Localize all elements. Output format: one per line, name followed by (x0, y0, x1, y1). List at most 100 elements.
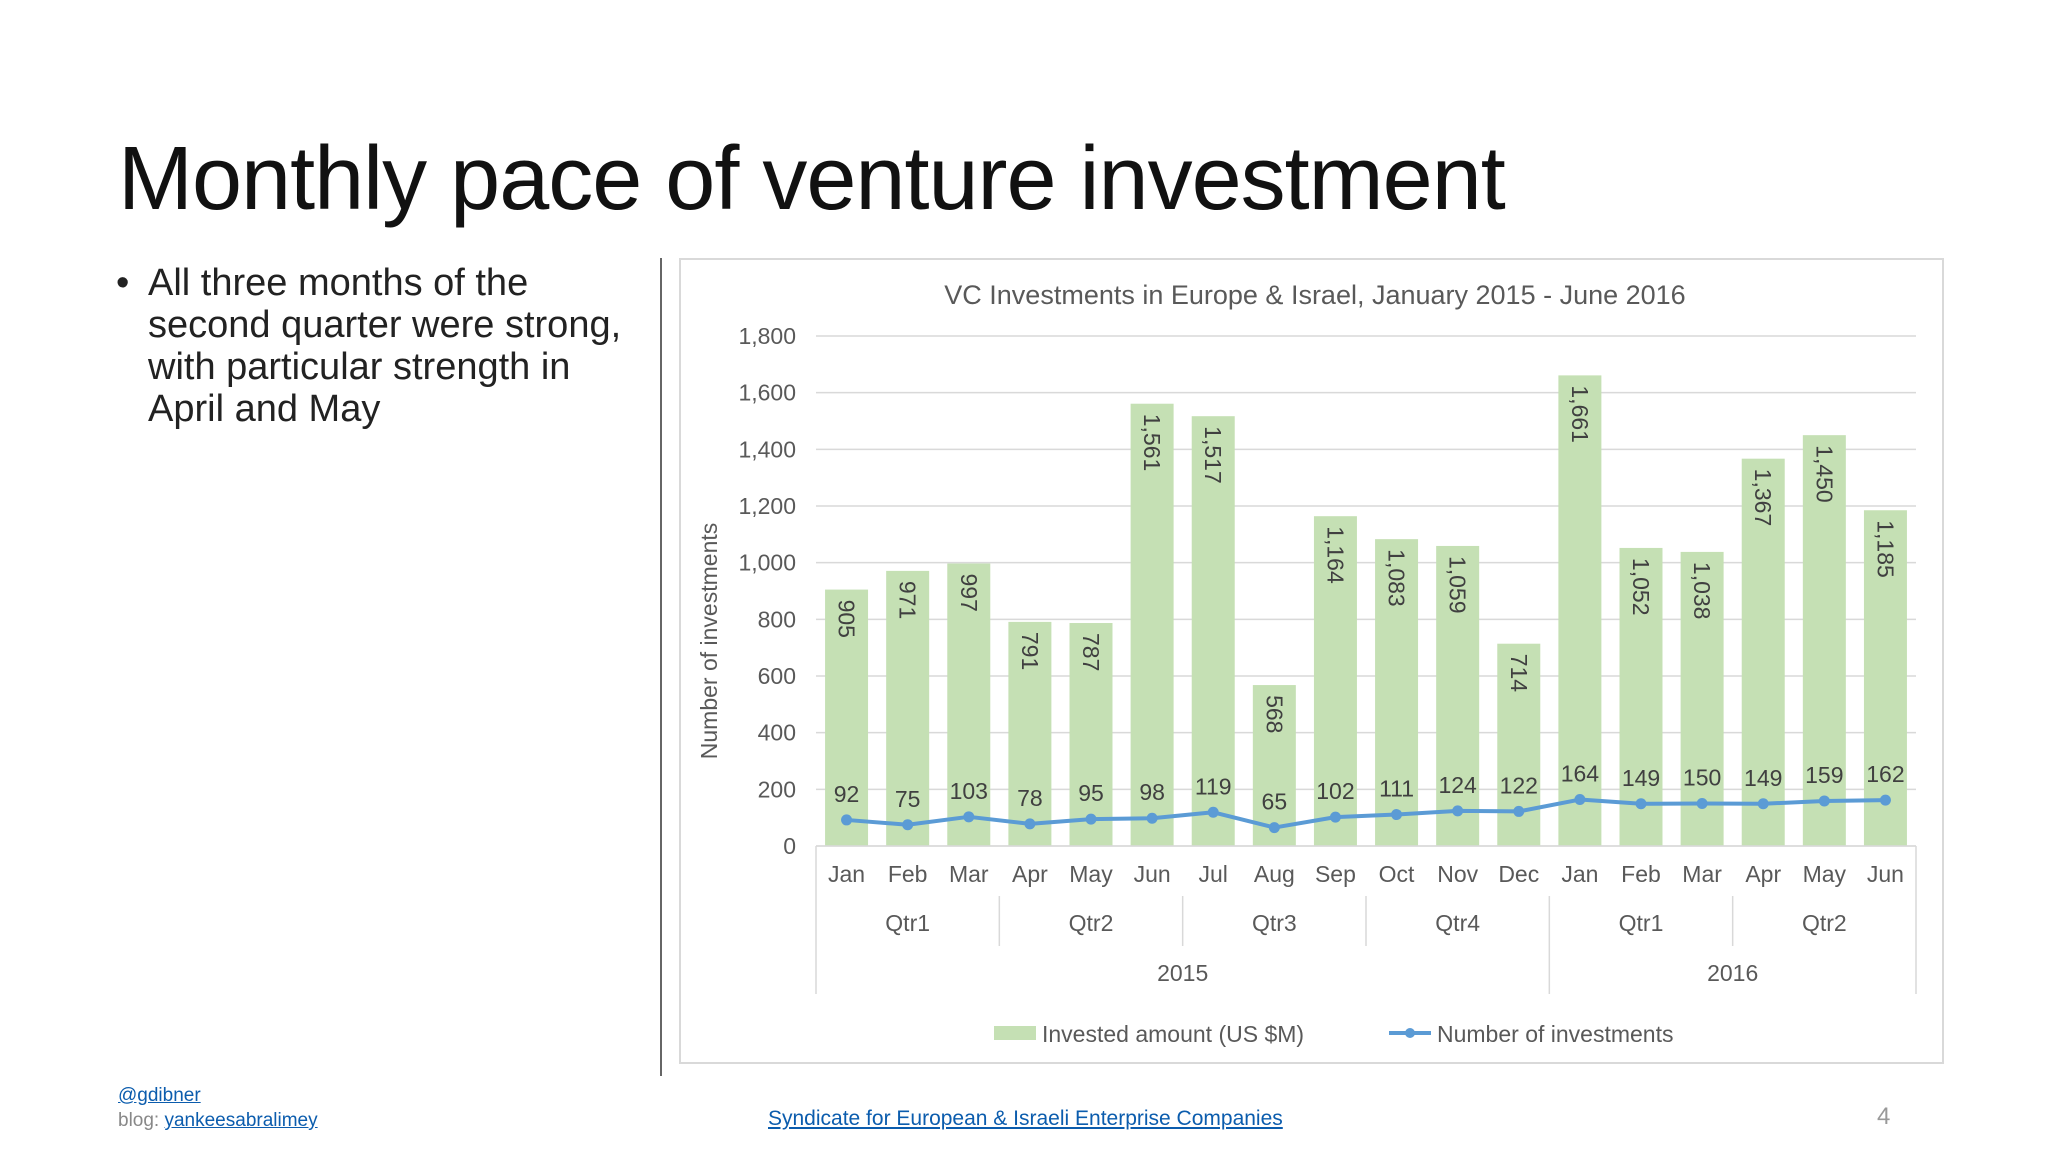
legend-bar-label: Invested amount (US $M) (1042, 1021, 1304, 1047)
y-tick-label: 600 (758, 663, 796, 689)
y-tick-label: 1,600 (738, 380, 796, 406)
quarter-label: Qtr3 (1252, 910, 1297, 936)
bar-data-label: 1,059 (1445, 556, 1471, 614)
bar (1130, 403, 1174, 846)
x-tick-label: Dec (1498, 861, 1539, 887)
y-tick-label: 800 (758, 606, 796, 632)
line-point (1146, 812, 1158, 824)
y-tick-label: 0 (783, 833, 796, 859)
line-point (1757, 798, 1769, 810)
twitter-handle-link[interactable]: @gdibner (118, 1085, 201, 1106)
blog-link[interactable]: yankeesabralimey (164, 1110, 318, 1131)
legend-line-label: Number of investments (1437, 1021, 1673, 1047)
x-tick-label: Jan (828, 861, 865, 887)
line-data-label: 122 (1500, 772, 1538, 798)
legend-line-marker (1405, 1028, 1415, 1038)
x-tick-label: Nov (1437, 861, 1478, 887)
bar (1741, 458, 1785, 846)
bar (1680, 551, 1724, 846)
bar-data-label: 1,164 (1322, 526, 1348, 584)
bar-data-label: 791 (1017, 632, 1043, 670)
year-label: 2016 (1707, 960, 1758, 986)
bar (1069, 623, 1113, 846)
bar (1558, 375, 1602, 846)
line-point (1574, 794, 1586, 806)
line-data-label: 124 (1438, 772, 1477, 798)
bar (1008, 621, 1052, 846)
year-label: 2015 (1157, 960, 1208, 986)
line-data-label: 75 (895, 786, 921, 812)
bar-data-label: 971 (895, 581, 921, 619)
x-tick-label: Feb (1621, 861, 1661, 887)
x-tick-label: Apr (1745, 861, 1781, 887)
chart-frame: VC Investments in Europe & Israel, Janua… (679, 258, 1944, 1064)
bar-data-label: 787 (1078, 633, 1104, 671)
line-series (841, 794, 1891, 834)
quarter-label: Qtr1 (1619, 910, 1664, 936)
bar-data-label: 1,367 (1750, 469, 1776, 527)
x-axis: Jan Feb Mar Apr May Jun Jul Aug Sep Oct Nov Dec Jan F… (815, 845, 1917, 994)
bullet-list: All three months of the second quarter w… (112, 262, 652, 430)
bar (1191, 416, 1235, 846)
bar-data-label: 714 (1506, 654, 1532, 693)
bar-data-label: 1,517 (1200, 426, 1226, 484)
quarter-label: Qtr4 (1435, 910, 1480, 936)
x-tick-label: Mar (1682, 861, 1722, 887)
line-data-label: 149 (1622, 765, 1660, 791)
quarter-label: Qtr1 (885, 910, 930, 936)
bar-data-label: 568 (1261, 695, 1287, 733)
line-data-label: 103 (950, 778, 988, 804)
line-data-label: 150 (1683, 765, 1721, 791)
bar (1619, 547, 1663, 846)
x-tick-label: Sep (1315, 861, 1356, 887)
line-data-label: 95 (1078, 780, 1104, 806)
x-tick-label: Jan (1561, 861, 1598, 887)
bar (947, 563, 991, 846)
line-data-label: 162 (1866, 761, 1904, 787)
y-tick-label: 1,400 (738, 436, 796, 462)
quarter-label: Qtr2 (1069, 910, 1114, 936)
line-data-labels: 92 75 103 78 95 98 119 65 102 111 124 122 164 149 150 1… (834, 761, 1905, 815)
line-point (1207, 806, 1219, 818)
chart-svg: VC Investments in Europe & Israel, Janua… (696, 280, 1917, 1047)
gridlines (816, 335, 1916, 847)
line-point (902, 819, 914, 831)
line-point (1391, 809, 1403, 821)
legend: Invested amount (US $M) Number of invest… (994, 1021, 1673, 1047)
line-data-label: 111 (1379, 776, 1414, 802)
line-data-label: 119 (1195, 773, 1232, 799)
line-point (1818, 795, 1830, 807)
y-tick-label: 400 (758, 720, 796, 746)
bar (825, 589, 869, 846)
line-data-label: 92 (834, 781, 860, 807)
bullet-item: All three months of the second quarter w… (112, 262, 652, 430)
page-number: 4 (1877, 1103, 1891, 1130)
bar-data-label: 1,450 (1811, 445, 1837, 503)
source-link[interactable]: Syndicate for European & Israeli Enterpr… (768, 1107, 1283, 1130)
x-tick-label: Jun (1867, 861, 1904, 887)
line-data-label: 102 (1316, 778, 1354, 804)
x-tick-label: May (1069, 861, 1113, 887)
x-tick-label: Jul (1199, 861, 1228, 887)
bar-series (825, 375, 1907, 846)
quarter-label: Qtr2 (1802, 910, 1847, 936)
line-point (1635, 798, 1647, 810)
x-tick-label: Aug (1254, 861, 1295, 887)
blog-prefix: blog: (118, 1110, 160, 1131)
y-tick-label: 1,200 (738, 493, 796, 519)
line-point (841, 814, 853, 826)
y-tick-label: 1,000 (738, 550, 796, 576)
line-data-label: 159 (1805, 762, 1843, 788)
line-point (963, 811, 975, 823)
y-axis-title: Number of investments (696, 523, 722, 759)
x-tick-label: May (1803, 861, 1847, 887)
bar-data-label: 1,661 (1567, 385, 1593, 443)
x-tick-label: Apr (1012, 861, 1048, 887)
line-point (1024, 818, 1036, 830)
bar-data-label: 1,083 (1384, 549, 1410, 607)
line-data-label: 78 (1017, 785, 1043, 811)
bar-data-label: 997 (956, 574, 982, 612)
bar (1252, 685, 1296, 846)
line-point (1268, 822, 1280, 834)
bar (1863, 510, 1907, 846)
